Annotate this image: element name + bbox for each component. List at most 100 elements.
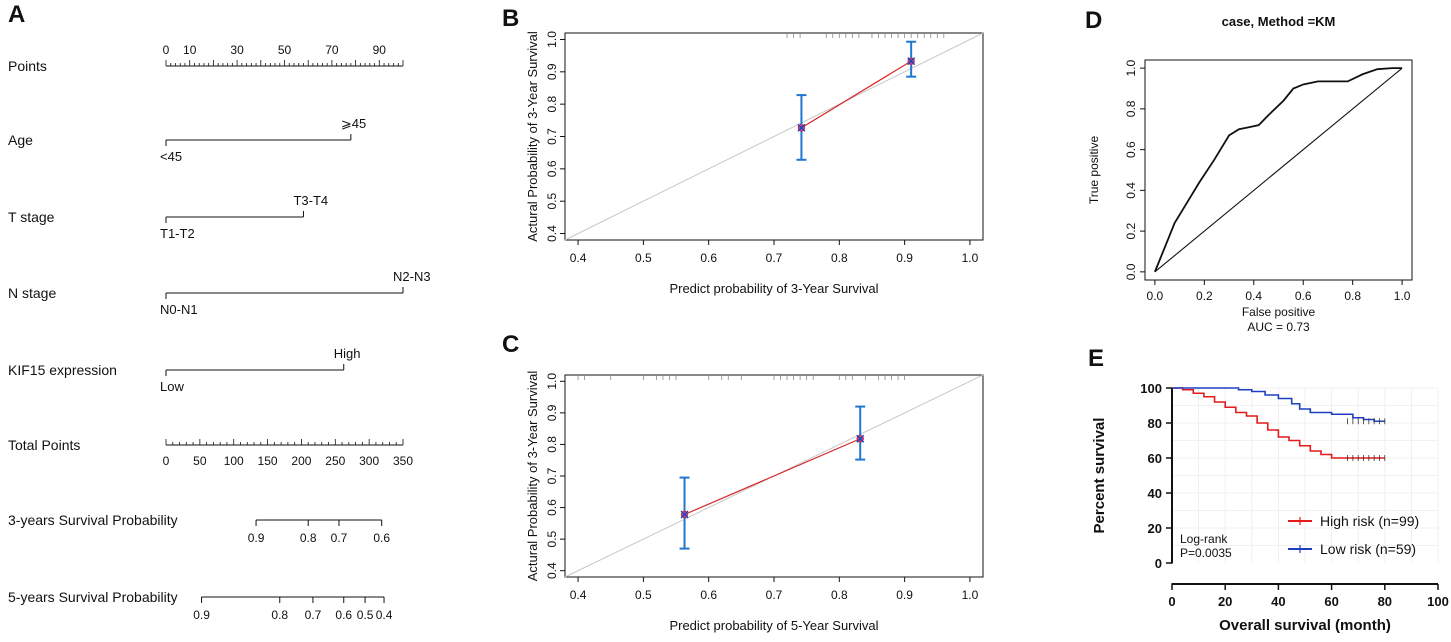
nomogram-row-label-0: Points	[8, 58, 47, 74]
total-points-tick-label: 0	[163, 454, 170, 468]
legend-label-1: Low risk (n=59)	[1320, 541, 1416, 557]
panel-label-c: C	[502, 331, 519, 358]
calibration-line-b	[801, 60, 912, 129]
total-points-tick-label: 300	[359, 454, 379, 468]
survival-scale-label-1: 5-years Survival Probability	[8, 589, 178, 605]
x-tick-label: 0.5	[635, 588, 652, 602]
y-tick-label: 0.5	[545, 530, 559, 547]
x-tick-label: 0.8	[1344, 289, 1361, 303]
calibration-point-x	[797, 123, 806, 132]
points-tick-label: 0	[163, 43, 170, 57]
y-tick-label: 0.6	[1124, 141, 1138, 158]
roc-frame	[1144, 59, 1413, 281]
x-tick-label: 0.5	[635, 251, 652, 265]
x-axis-label: Predict probability of 5-Year Survival	[669, 618, 878, 633]
panel-label-b: B	[502, 5, 519, 32]
x-tick-label: 0.0	[1147, 289, 1164, 303]
x-tick-label: 100	[1427, 594, 1449, 609]
y-axis-label: Actural Probability of 3-Year Survival	[525, 371, 540, 582]
y-tick-label: 0	[1155, 556, 1162, 571]
x-tick-label: 0.4	[570, 251, 587, 265]
x-tick-label: 0.7	[766, 588, 783, 602]
roc-y-axis-label: True positive	[1087, 136, 1101, 205]
points-tick-label: 70	[325, 43, 339, 57]
x-tick-label: 0.8	[831, 251, 848, 265]
x-tick-label: 40	[1271, 594, 1285, 609]
y-tick-label: 0.2	[1124, 222, 1138, 239]
x-axis-label: Predict probability of 3-Year Survival	[669, 281, 878, 296]
logrank-pvalue: P=0.0035	[1180, 546, 1232, 560]
y-tick-label: 1.0	[545, 31, 559, 48]
survival-scale-tick-label: 0.7	[305, 608, 322, 622]
roc-x-axis-label: False positive	[1242, 305, 1316, 319]
km-curve-1	[1172, 387, 1385, 423]
auc-annotation: AUC = 0.73	[1247, 320, 1310, 334]
y-axis-label: Actural Probability of 3-Year Survival	[525, 31, 540, 242]
y-tick-label: 0.8	[1124, 100, 1138, 117]
y-tick-label: 0.7	[545, 467, 559, 484]
x-tick-label: 80	[1378, 594, 1392, 609]
y-tick-label: 0.4	[545, 562, 559, 579]
y-tick-label: 0.9	[545, 63, 559, 80]
x-tick-label: 0.7	[766, 251, 783, 265]
y-tick-label: 0.6	[545, 160, 559, 177]
points-tick-label: 30	[230, 43, 244, 57]
x-tick-label: 20	[1218, 594, 1232, 609]
nomogram-row-label-4: KIF15 expression	[8, 362, 117, 378]
calibration-point-x	[856, 434, 865, 443]
survival-scale-tick-label: 0.6	[335, 608, 352, 622]
total-points-tick-label: 250	[325, 454, 345, 468]
y-tick-label: 0.8	[545, 95, 559, 112]
nomogram-high-label: High	[334, 346, 361, 361]
x-tick-label: 1.0	[962, 251, 979, 265]
y-tick-label: 60	[1148, 451, 1162, 466]
nomogram-low-label: N0-N1	[160, 302, 198, 317]
legend-label-0: High risk (n=99)	[1320, 513, 1419, 529]
ideal-diagonal-b	[564, 32, 984, 241]
survival-scale-tick-label: 0.6	[373, 531, 390, 545]
km-x-axis-label: Overall survival (month)	[1219, 617, 1391, 634]
x-tick-label: 0.6	[1295, 289, 1312, 303]
survival-scale-tick-label: 0.7	[331, 531, 348, 545]
total-points-tick-label: 100	[224, 454, 244, 468]
y-tick-label: 0.9	[545, 404, 559, 421]
nomogram-low-label: T1-T2	[160, 226, 195, 241]
nomogram-low-label: <45	[160, 149, 182, 164]
roc-title: case, Method =KM	[1222, 14, 1336, 29]
y-tick-label: 0.4	[1124, 182, 1138, 199]
x-tick-label: 0.6	[700, 588, 717, 602]
panel-label-d: D	[1085, 7, 1102, 34]
roc-curve	[1154, 67, 1403, 273]
total-points-tick-label: 350	[393, 454, 413, 468]
points-tick-label: 90	[373, 43, 387, 57]
survival-scale-label-0: 3-years Survival Probability	[8, 512, 178, 528]
y-tick-label: 0.8	[545, 436, 559, 453]
x-tick-label: 1.0	[1394, 289, 1411, 303]
panel-label-a: A	[8, 1, 25, 28]
total-points-tick-label: 150	[258, 454, 278, 468]
nomogram-high-label: N2-N3	[393, 269, 431, 284]
y-tick-label: 0.4	[545, 225, 559, 242]
x-tick-label: 0.4	[1245, 289, 1262, 303]
x-tick-label: 0.9	[896, 588, 913, 602]
panel-label-e: E	[1088, 345, 1104, 372]
x-tick-label: 0.8	[831, 588, 848, 602]
km-curve-0	[1172, 387, 1385, 459]
survival-scale-tick-label: 0.8	[271, 608, 288, 622]
survival-scale-tick-label: 0.8	[300, 531, 317, 545]
survival-scale-tick-label: 0.9	[193, 608, 210, 622]
x-tick-label: 60	[1324, 594, 1338, 609]
y-tick-label: 100	[1140, 381, 1162, 396]
y-tick-label: 0.6	[545, 499, 559, 516]
survival-scale-tick-label: 0.9	[248, 531, 265, 545]
points-tick-label: 10	[183, 43, 197, 57]
nomogram-row-label-2: T stage	[8, 209, 55, 225]
x-tick-label: 0.6	[700, 251, 717, 265]
calibration-line-c	[684, 438, 861, 516]
x-tick-label: 0	[1168, 594, 1175, 609]
y-tick-label: 0.5	[545, 193, 559, 210]
y-tick-label: 0.0	[1124, 263, 1138, 280]
x-tick-label: 0.2	[1196, 289, 1213, 303]
calibration-point-x	[680, 510, 689, 519]
